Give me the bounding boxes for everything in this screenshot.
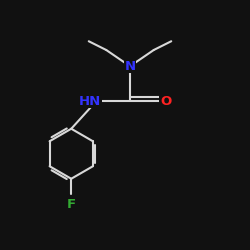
Text: N: N (124, 60, 136, 73)
Text: HN: HN (79, 95, 101, 108)
Text: O: O (160, 95, 172, 108)
Text: F: F (67, 198, 76, 211)
